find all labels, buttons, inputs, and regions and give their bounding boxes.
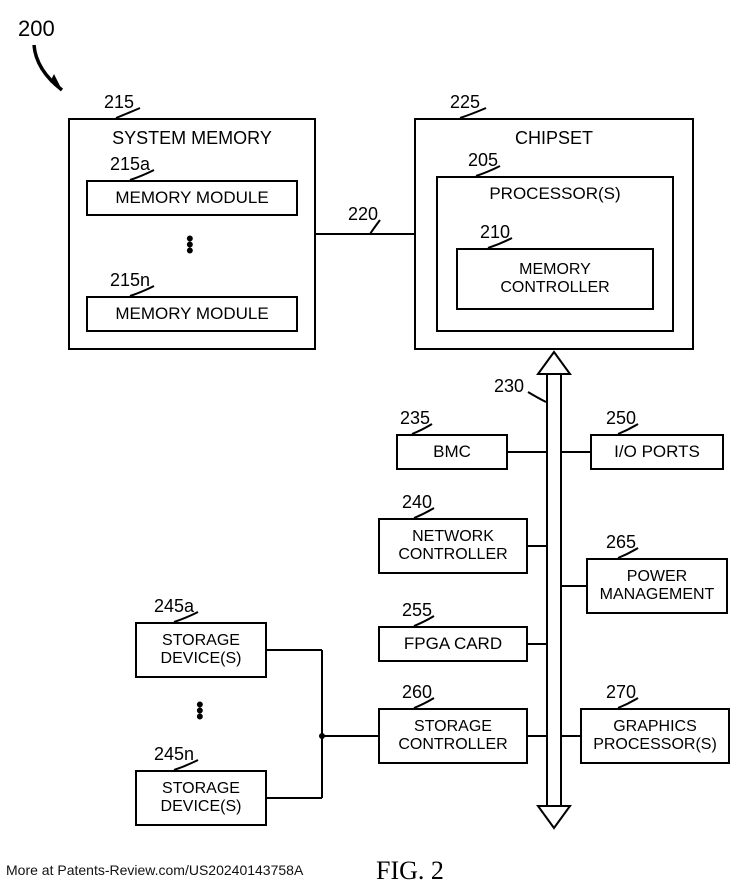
storage-vdots: ••• [196,702,204,720]
ref-215a: 215a [110,154,150,175]
ref-210: 210 [480,222,510,243]
ref-245a: 245a [154,596,194,617]
memory-vdots: ••• [186,236,194,254]
footer-text: More at Patents-Review.com/US20240143758… [6,862,303,878]
memory-controller-box: MEMORY CONTROLLER [456,248,654,310]
ref-220: 220 [348,204,378,225]
fpga-box: FPGA CARD [378,626,528,662]
ref-215n: 215n [110,270,150,291]
ref-265: 265 [606,532,636,553]
ref-240: 240 [402,492,432,513]
ref-245n: 245n [154,744,194,765]
ref-260: 260 [402,682,432,703]
ref-270: 270 [606,682,636,703]
storage-n-box: STORAGE DEVICE(S) [135,770,267,826]
ref-250: 250 [606,408,636,429]
ref-235: 235 [400,408,430,429]
memory-module-n: MEMORY MODULE [86,296,298,332]
ref-215: 215 [104,92,134,113]
memory-module-a: MEMORY MODULE [86,180,298,216]
io-ports-box: I/O PORTS [590,434,724,470]
ref-230: 230 [494,376,524,397]
bmc-box: BMC [396,434,508,470]
ref-255: 255 [402,600,432,621]
ref-200: 200 [18,16,55,42]
system-memory-title: SYSTEM MEMORY [70,128,314,149]
power-mgmt-box: POWER MANAGEMENT [586,558,728,614]
ref-205: 205 [468,150,498,171]
network-controller-box: NETWORK CONTROLLER [378,518,528,574]
figure-caption: FIG. 2 [376,856,444,886]
graphics-box: GRAPHICS PROCESSOR(S) [580,708,730,764]
storage-controller-box: STORAGE CONTROLLER [378,708,528,764]
storage-a-box: STORAGE DEVICE(S) [135,622,267,678]
processor-label: PROCESSOR(S) [438,184,672,204]
chipset-title: CHIPSET [416,128,692,149]
ref-225: 225 [450,92,480,113]
